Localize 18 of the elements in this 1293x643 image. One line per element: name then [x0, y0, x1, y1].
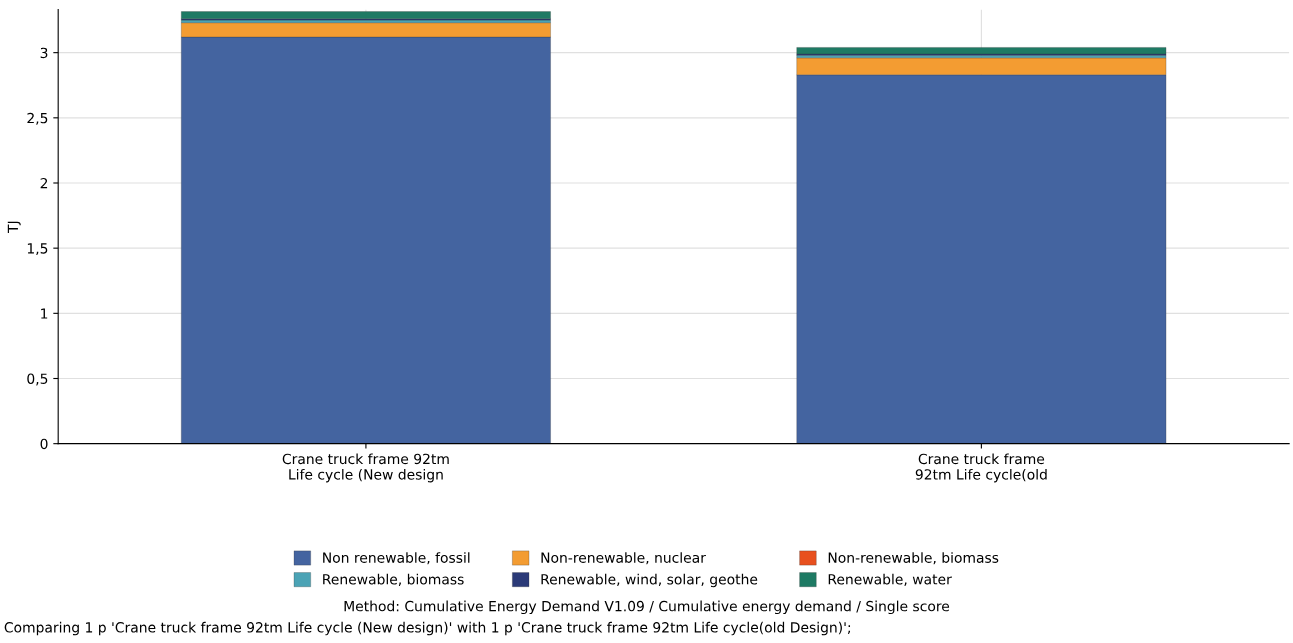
y-tick-label: 3 [40, 47, 48, 59]
y-tick-label: 2,5 [27, 112, 48, 125]
text: Method: Cumulative Energy Demand V1.09 / Cumulative energy demand / Single score [344, 600, 950, 615]
legend-label: Renewable, wind, solar, geothe [541, 573, 758, 588]
y-axis-title: TJ [7, 221, 21, 233]
y-tick-label: 0 [40, 438, 48, 450]
x-tick-label: Crane truck frame 92tm Life cycle (New design [282, 453, 449, 483]
legend-label: Non-renewable, biomass [828, 552, 999, 565]
y-tick-label: 2 [40, 177, 48, 189]
legend-label: Non-renewable, nuclear [541, 552, 706, 565]
text: Comparing 1 p 'Crane truck frame 92tm Life cycle (New design)' with 1 p 'Crane truck frame 92tm Life cycle(old Design)'; [4, 621, 851, 636]
legend-label: Non renewable, fossil [323, 552, 470, 565]
x-tick-label: Crane truck frame 92tm Life cycle(old [915, 453, 1047, 483]
legend-label: Renewable, biomass [323, 573, 464, 586]
legend-label: Renewable, water [828, 573, 952, 586]
y-tick-label: 0,5 [27, 373, 48, 386]
y-tick-label: 1 [41, 308, 48, 319]
y-tick-label: 1,5 [27, 243, 48, 256]
